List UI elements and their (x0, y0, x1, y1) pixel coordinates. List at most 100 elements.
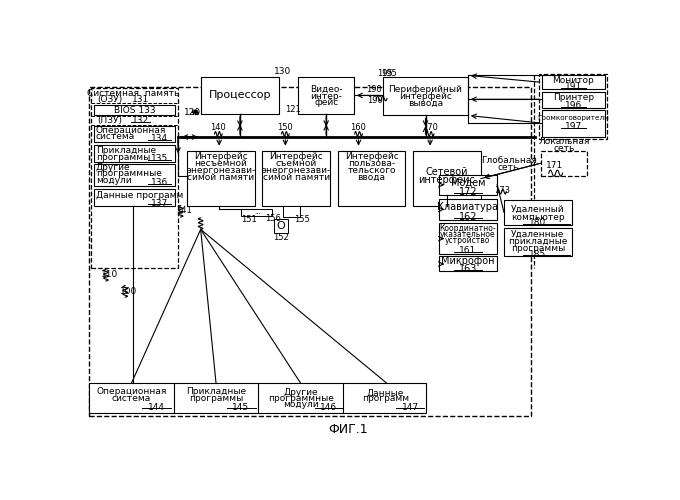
Bar (541, 151, 588, 176)
Text: программ: программ (362, 394, 409, 404)
Text: пользова-: пользова- (348, 158, 395, 168)
Text: программы: программы (189, 394, 243, 402)
Text: 161: 161 (459, 246, 477, 256)
Text: вывода: вывода (408, 98, 443, 108)
Bar (542, 92, 605, 108)
Text: 110: 110 (101, 270, 118, 278)
Text: программы: программы (511, 244, 565, 253)
Text: O: O (276, 222, 285, 232)
Text: 172: 172 (458, 186, 477, 196)
Text: Прикладные: Прикладные (96, 146, 156, 156)
Text: Глобальная: Глобальная (481, 156, 537, 164)
Text: прикладные: прикладные (508, 237, 568, 246)
Text: Координатно-: Координатно- (439, 224, 496, 233)
Text: BIOS 133: BIOS 133 (114, 106, 155, 114)
Text: фейс: фейс (314, 98, 338, 107)
Text: указательное: указательное (440, 230, 496, 238)
Text: Сетевой: Сетевой (426, 166, 469, 176)
Text: 136: 136 (151, 178, 169, 187)
Bar (94, 188, 175, 206)
Text: модули: модули (96, 176, 131, 184)
Text: Интерфейс: Интерфейс (194, 152, 248, 161)
Text: 156: 156 (265, 214, 281, 223)
Text: ввода: ввода (358, 172, 386, 182)
Text: 146: 146 (320, 403, 337, 412)
Text: 145: 145 (232, 403, 250, 412)
Text: 191: 191 (564, 82, 582, 92)
Bar (94, 164, 175, 186)
Text: Модем: Модем (451, 178, 485, 188)
Text: симой памяти: симой памяти (187, 172, 254, 182)
Text: компьютер: компьютер (511, 212, 564, 222)
Text: 132: 132 (132, 116, 149, 126)
Text: 196: 196 (564, 101, 582, 110)
Text: 100: 100 (120, 286, 137, 296)
Text: Удаленный: Удаленный (511, 205, 564, 214)
Text: сеть: сеть (498, 162, 520, 172)
Bar (94, 126, 175, 142)
Text: Системная  память: Системная память (87, 88, 179, 98)
Text: интер-: интер- (310, 92, 342, 100)
Bar (262, 151, 330, 206)
Text: Монитор: Монитор (552, 76, 594, 84)
Bar (383, 77, 468, 116)
Text: 121: 121 (285, 105, 301, 114)
Text: Принтер: Принтер (553, 93, 594, 102)
Bar (274, 220, 288, 233)
Text: сеть: сеть (554, 144, 575, 153)
Text: Процессор: Процессор (209, 90, 271, 100)
Text: 190: 190 (366, 85, 381, 94)
Text: 162: 162 (458, 212, 477, 222)
Text: 170: 170 (422, 124, 438, 132)
Text: Периферийный: Периферийный (388, 85, 462, 94)
Text: 185: 185 (529, 250, 547, 258)
Bar (413, 151, 481, 206)
Bar (542, 110, 605, 137)
Bar (439, 174, 497, 195)
Bar (94, 104, 175, 116)
Bar (241, 210, 271, 216)
Bar (187, 151, 254, 206)
Text: несъемной: несъемной (194, 158, 247, 168)
Text: (ОЗУ): (ОЗУ) (97, 95, 122, 104)
Text: Микрофон: Микрофон (441, 256, 494, 266)
Text: ...: ... (254, 210, 261, 216)
Text: программные: программные (268, 394, 334, 404)
Bar (439, 198, 497, 220)
Text: Удаленные: Удаленные (511, 230, 564, 239)
Text: система: система (96, 132, 135, 140)
Text: 131: 131 (132, 95, 149, 104)
Text: 130: 130 (275, 67, 292, 76)
Bar (91, 88, 177, 268)
Text: тельского: тельского (347, 166, 396, 174)
Text: интерфейс: интерфейс (419, 175, 475, 185)
Text: 155: 155 (294, 215, 310, 224)
Text: симой памяти: симой памяти (262, 172, 330, 182)
Text: 141: 141 (176, 206, 192, 214)
Text: Клавиатура: Клавиатура (437, 202, 498, 212)
Text: Операционная: Операционная (96, 386, 167, 396)
Bar (338, 151, 405, 206)
Bar (439, 223, 497, 254)
Text: программы: программы (96, 152, 150, 162)
Text: модули: модули (283, 400, 318, 409)
Text: 163: 163 (459, 264, 477, 274)
Text: Операционная: Операционная (96, 126, 167, 134)
Text: Данные программ: Данные программ (96, 191, 184, 200)
Bar (504, 228, 572, 256)
Bar (504, 200, 572, 225)
Text: 147: 147 (401, 403, 419, 412)
Text: Другие: Другие (284, 388, 318, 397)
Bar (94, 144, 175, 162)
Text: Локальная: Локальная (539, 137, 590, 146)
Text: 140: 140 (211, 124, 226, 132)
Bar (439, 256, 497, 271)
Text: 150: 150 (277, 124, 293, 132)
Text: 134: 134 (151, 134, 169, 143)
Text: энергонезави-: энергонезави- (186, 166, 255, 174)
Text: 135: 135 (151, 154, 169, 163)
Text: 173: 173 (494, 186, 511, 194)
Text: 197: 197 (564, 122, 582, 132)
Text: Интерфейс: Интерфейс (345, 152, 398, 161)
Text: 151: 151 (241, 215, 256, 224)
